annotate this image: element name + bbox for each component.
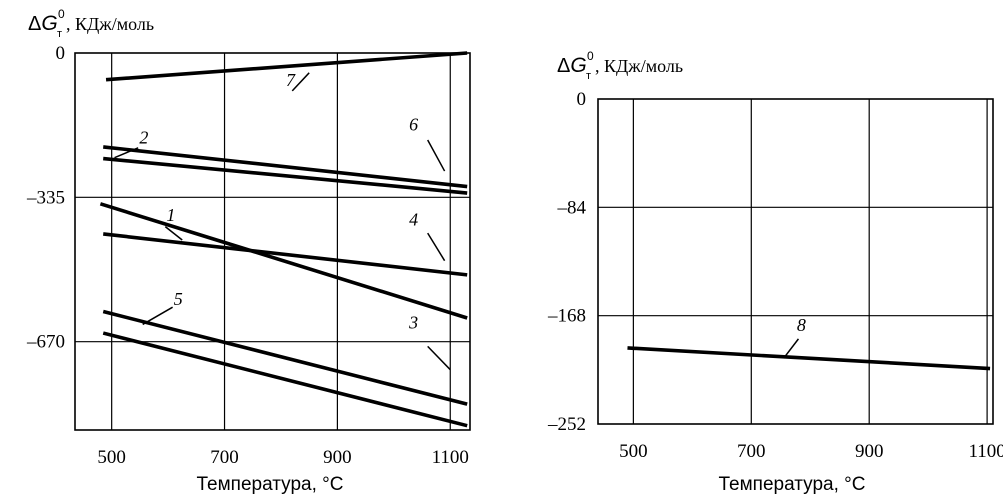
series-label-2: 2: [139, 127, 148, 147]
x-tick-label: 500: [619, 441, 648, 462]
series-line-5: [102, 309, 468, 406]
series-label-8: 8: [797, 315, 806, 335]
series-leader-7: [291, 72, 310, 92]
series-line-6: [103, 156, 468, 195]
y-axis-label: ΔGт0, КДж/моль: [557, 49, 683, 82]
series-line-7: [105, 51, 468, 82]
series-leader-8: [783, 338, 800, 359]
x-axis-label: Температура, °C: [719, 474, 866, 495]
series-leader-4: [427, 232, 446, 262]
x-tick-label: 500: [97, 447, 126, 468]
series-line-3: [102, 331, 468, 428]
series-leader-6: [427, 139, 446, 172]
y-tick-label: –84: [557, 197, 587, 218]
series-leader-3: [427, 345, 451, 371]
series-label-5: 5: [174, 289, 183, 309]
plot-frame: [74, 52, 471, 431]
plot-frame: [597, 98, 994, 425]
x-tick-label: 900: [323, 447, 352, 468]
series-leader-1: [164, 226, 183, 241]
series-line-2: [103, 145, 468, 189]
y-axis-label: ΔGт0, КДж/моль: [28, 7, 154, 40]
series-leader-2: [114, 147, 139, 159]
x-tick-label: 1100: [968, 441, 1003, 462]
x-tick-label: 900: [855, 441, 884, 462]
series-label-4: 4: [409, 209, 418, 229]
series-line-8: [627, 346, 991, 371]
left-chart-panel: 0 –335 –670 500 700 900 1100 Температура, °C ΔGт…: [26, 7, 471, 495]
x-tick-label: 700: [737, 441, 766, 462]
series-label-6: 6: [409, 115, 418, 135]
series-line-1: [99, 202, 468, 320]
series-label-1: 1: [166, 205, 175, 225]
series-leader-5: [142, 306, 173, 326]
y-tick-label: –168: [547, 306, 586, 327]
y-tick-label: 0: [56, 43, 66, 64]
series-line-4: [103, 232, 468, 277]
y-tick-label: –670: [26, 332, 65, 353]
y-tick-label: 0: [577, 89, 587, 110]
x-axis-label: Температура, °C: [197, 474, 344, 495]
y-tick-label: –252: [547, 414, 586, 435]
series-label-7: 7: [286, 70, 296, 90]
right-chart-panel: 0 –84 –168 –252 500 700 900 1100 Температура, °C…: [547, 49, 1003, 495]
x-tick-label: 700: [210, 447, 239, 468]
series-label-3: 3: [408, 313, 418, 333]
x-tick-label: 1100: [432, 447, 469, 468]
y-tick-label: –335: [26, 187, 65, 208]
